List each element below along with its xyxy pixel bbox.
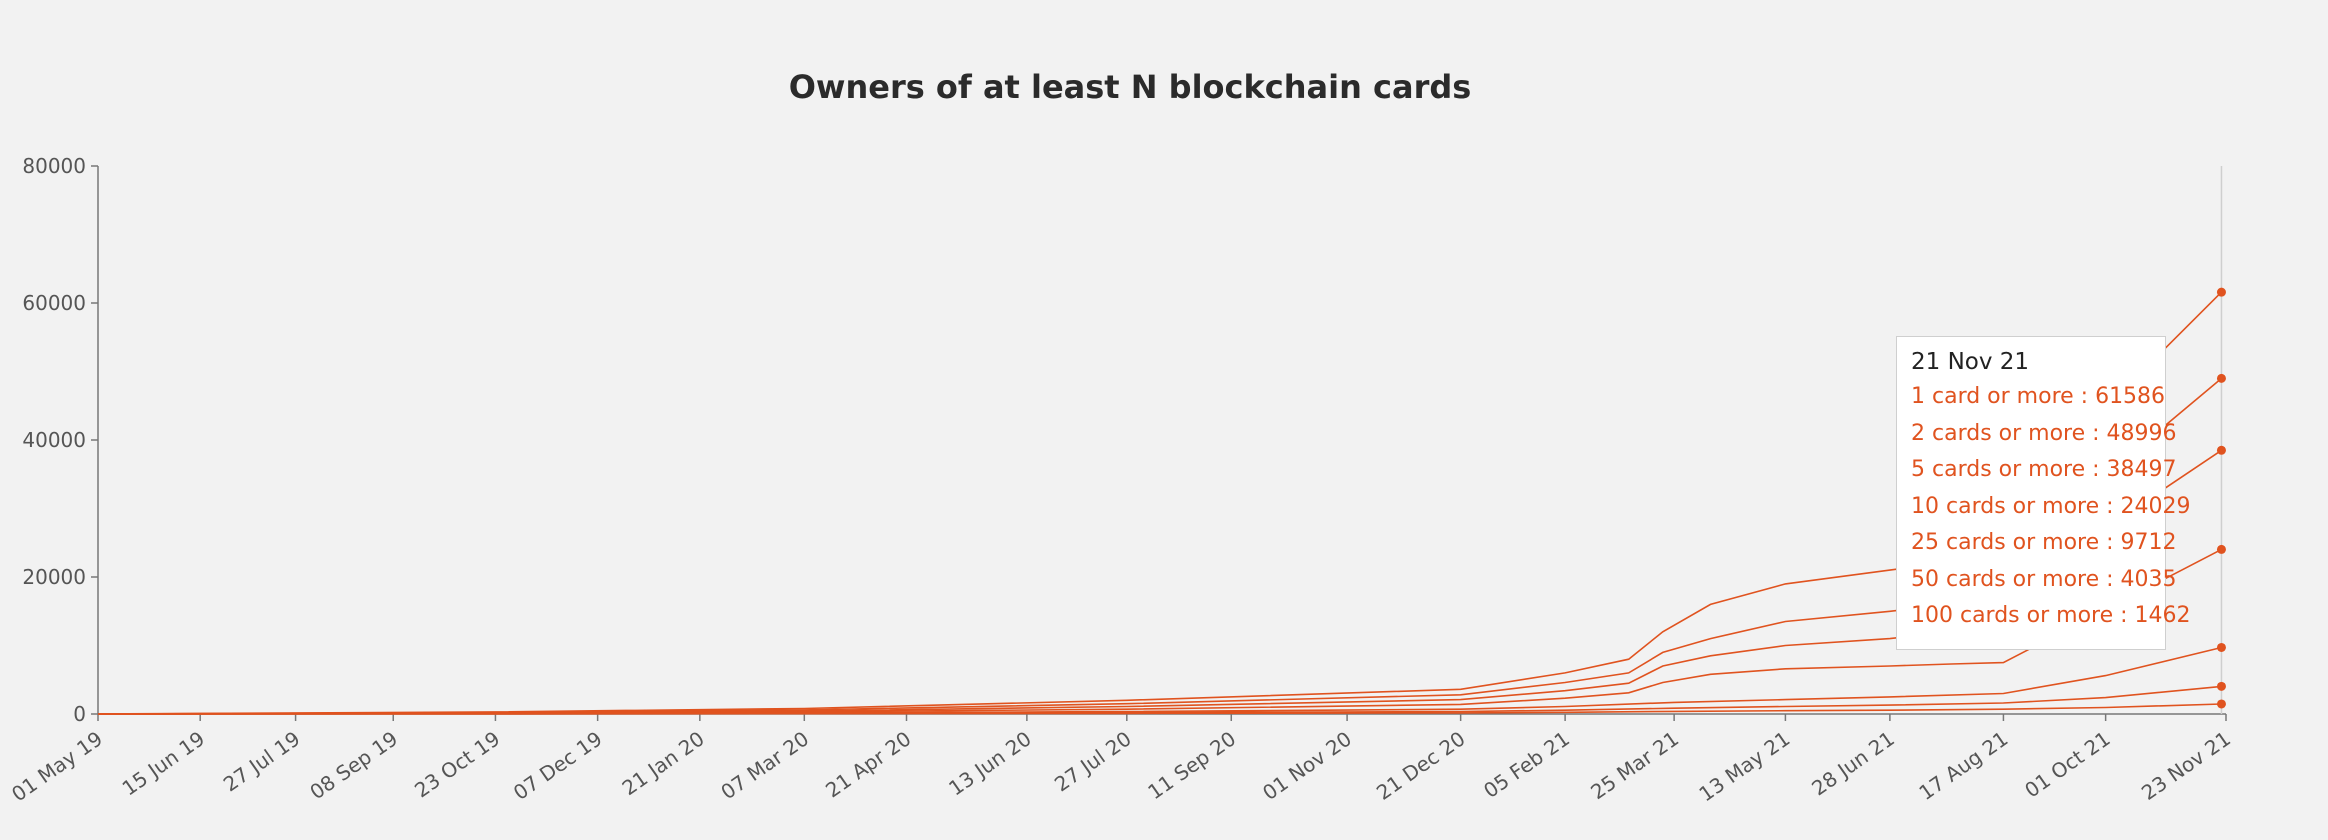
series-point-6 [2216,681,2226,691]
x-tick-label: 05 Feb 21 [1479,726,1574,802]
tooltip-row-6: 50 cards or more : 4035 [1911,566,2177,592]
series-line-1 [97,291,2223,715]
x-tick-label: 27 Jul 19 [219,726,305,796]
x-tick-label: 17 Aug 21 [1914,726,2012,805]
series-line-4 [97,548,2222,715]
chart-title: Owners of at least N blockchain cards [789,68,1472,106]
hover-points [2216,287,2226,709]
x-tick-label: 28 Jun 21 [1807,726,1898,800]
y-tick-label: 20000 [22,565,86,589]
x-tick-label: 01 Nov 20 [1258,726,1356,805]
x-tick-label: 23 Oct 19 [410,726,504,802]
series-line-2 [97,377,2223,715]
x-tick-label: 23 Nov 21 [2137,726,2235,805]
series-point-2 [2216,373,2226,383]
series-line-7 [97,703,2222,715]
x-tick-label: 01 May 19 [7,726,107,806]
series-line-3 [97,449,2222,715]
x-tick-label: 01 Oct 21 [2020,726,2114,802]
y-axis: 0 20000 40000 60000 80000 [22,154,99,726]
chart-tooltip: 21 Nov 21 1 card or more : 61586 2 cards… [1896,336,2191,650]
x-tick-label: 13 Jun 20 [944,726,1035,800]
tooltip-date: 21 Nov 21 [1911,349,2030,375]
y-tick-label: 40000 [22,428,86,452]
x-tick-label: 21 Apr 20 [821,726,915,802]
series-lines [97,291,2223,715]
y-tick-label: 60000 [22,291,86,315]
tooltip-row-7: 100 cards or more : 1462 [1911,603,2191,628]
tooltip-row-4: 10 cards or more : 24029 [1911,493,2191,519]
tooltip-row-3: 5 cards or more : 38497 [1911,457,2177,482]
x-tick-label: 27 Jul 20 [1050,726,1136,796]
x-tick-label: 21 Dec 20 [1372,726,1470,804]
x-tick-label: 13 May 21 [1695,726,1795,806]
y-tick-label: 0 [73,702,86,726]
x-tick-label: 21 Jan 20 [618,726,709,800]
x-tick-label: 25 Mar 21 [1586,726,1683,804]
series-point-7 [2216,699,2226,709]
tooltip-row-5: 25 cards or more : 9712 [1911,530,2177,555]
series-point-5 [2216,642,2226,652]
x-tick-label: 07 Mar 20 [716,726,813,804]
x-axis: 01 May 19 15 Jun 19 27 Jul 19 08 Sep 19 23 O… [7,713,2235,806]
x-tick-label: 08 Sep 19 [305,726,402,804]
series-point-4 [2216,544,2226,554]
series-point-1 [2216,287,2226,297]
tooltip-row-1: 1 card or more : 61586 [1911,384,2166,409]
y-tick-label: 80000 [22,154,86,178]
x-tick-label: 11 Sep 20 [1143,726,1240,804]
x-tick-label: 07 Dec 19 [509,726,607,804]
x-tick-label: 15 Jun 19 [118,726,209,800]
tooltip-row-2: 2 cards or more : 48996 [1911,420,2177,446]
series-line-5 [97,646,2222,715]
series-point-3 [2216,445,2226,455]
